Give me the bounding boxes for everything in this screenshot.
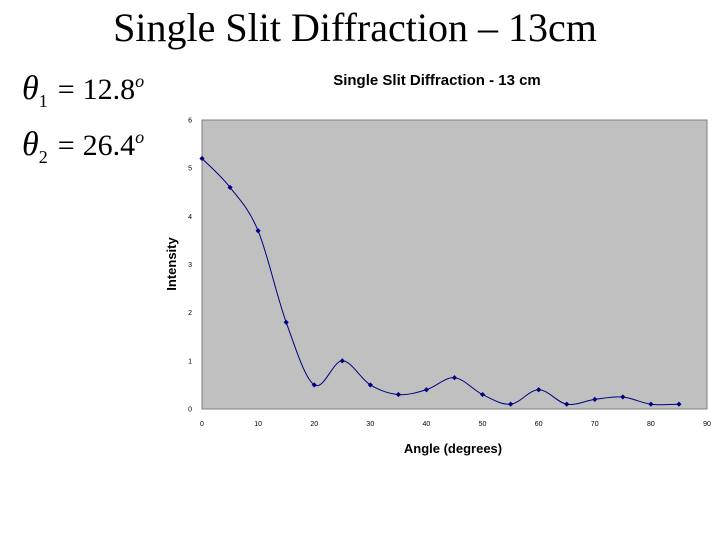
x-tick-label: 80 xyxy=(647,421,655,428)
degree-mark: o xyxy=(135,127,145,147)
data-point xyxy=(423,387,430,393)
y-tick-label: 6 xyxy=(188,118,192,125)
chart-title: Single Slit Diffraction - 13 cm xyxy=(333,72,541,89)
x-tick-label: 40 xyxy=(423,421,431,428)
x-axis-ticks: 0 10 20 30 40 50 60 70 80 90 xyxy=(200,421,711,428)
data-point xyxy=(339,358,345,364)
data-point xyxy=(676,401,682,407)
y-axis-label: Intensity xyxy=(164,237,179,291)
y-tick-label: 4 xyxy=(188,214,192,221)
x-axis-label: Angle (degrees) xyxy=(404,441,502,456)
diffraction-chart: Single Slit Diffraction - 13 cm 0123456 … xyxy=(164,72,711,456)
x-tick-label: 90 xyxy=(703,421,711,428)
y-tick-label: 5 xyxy=(188,166,192,173)
x-tick-label: 10 xyxy=(254,421,262,428)
x-tick-label: 30 xyxy=(366,421,374,428)
data-point xyxy=(479,391,486,398)
data-point xyxy=(536,387,542,393)
data-point xyxy=(648,401,654,407)
y-tick-label: 0 xyxy=(188,407,192,414)
degree-mark: o xyxy=(135,71,145,91)
x-tick-label: 20 xyxy=(310,421,318,428)
y-tick-label: 3 xyxy=(188,262,192,269)
data-point xyxy=(199,155,205,162)
theta-symbol: θ xyxy=(22,126,39,163)
data-point xyxy=(592,396,598,402)
theta-value: 12.8 xyxy=(82,73,136,106)
y-axis-ticks: 0 1 2 3 4 5 6 xyxy=(188,118,192,414)
theta-value: 26.4 xyxy=(82,129,136,162)
x-tick-label: 50 xyxy=(479,421,487,428)
y-tick-label: 2 xyxy=(188,310,192,317)
theta-index: 1 xyxy=(38,91,48,111)
theta-index: 2 xyxy=(38,147,48,167)
data-point xyxy=(311,382,317,388)
theta-1-equation: θ1 = 12.8o xyxy=(22,70,145,111)
y-tick-label: 1 xyxy=(188,358,192,365)
x-tick-label: 0 xyxy=(200,421,204,428)
x-tick-label: 60 xyxy=(535,421,543,428)
x-tick-label: 70 xyxy=(591,421,599,428)
theta-2-equation: θ2 = 26.4o xyxy=(22,126,145,167)
slide-title: Single Slit Diffraction – 13cm xyxy=(113,5,597,50)
data-point xyxy=(620,394,626,400)
data-point xyxy=(508,401,514,407)
data-point xyxy=(451,375,458,381)
theta-symbol: θ xyxy=(22,70,39,107)
data-point xyxy=(564,401,570,407)
plot-area xyxy=(201,119,708,410)
